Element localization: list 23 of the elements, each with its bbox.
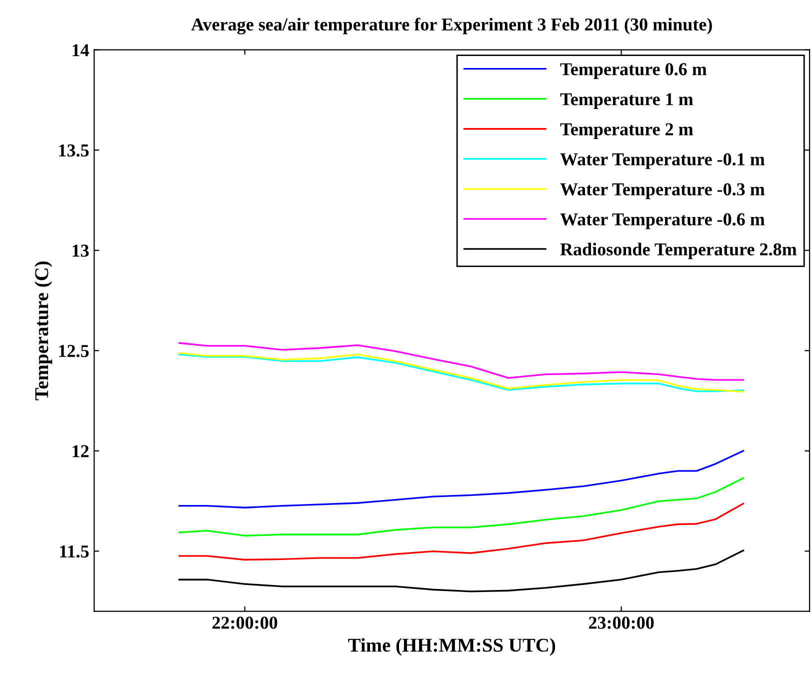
x-tick-label: 22:00:00 (212, 616, 278, 629)
x-tick-label: 23:00:00 (588, 616, 654, 629)
legend-label: Temperature 0.6 m (560, 63, 707, 79)
legend-label: Water Temperature -0.3 m (560, 183, 765, 200)
legend-label: Radiosonde Temperature 2.8m (560, 242, 797, 260)
legend-label: Water Temperature -0.1 m (560, 153, 765, 170)
line-series (178, 502, 744, 561)
line-series (178, 550, 744, 592)
y-tick-label: 12.5 (59, 344, 89, 358)
line-series (178, 477, 744, 537)
line-series (178, 450, 744, 508)
y-tick-label: 11.5 (60, 545, 89, 558)
y-tick-label: 12 (72, 445, 89, 458)
y-tick-label: 13.5 (59, 144, 89, 157)
line-series (178, 342, 744, 381)
x-axis-title: Time (HH:MM:SS UTC) (348, 638, 556, 656)
chart-title: Average sea/air temperature for Experiment 3 Feb 2011 (30 minute) (191, 18, 712, 34)
y-tick-label: 14 (72, 44, 89, 56)
y-axis-title: Temperature (C) (34, 261, 52, 400)
legend-label: Water Temperature -0.6 m (560, 213, 765, 230)
y-tick-label: 13 (72, 244, 89, 257)
legend-label: Temperature 2 m (560, 123, 694, 140)
legend-label: Temperature 1 m (560, 93, 694, 110)
